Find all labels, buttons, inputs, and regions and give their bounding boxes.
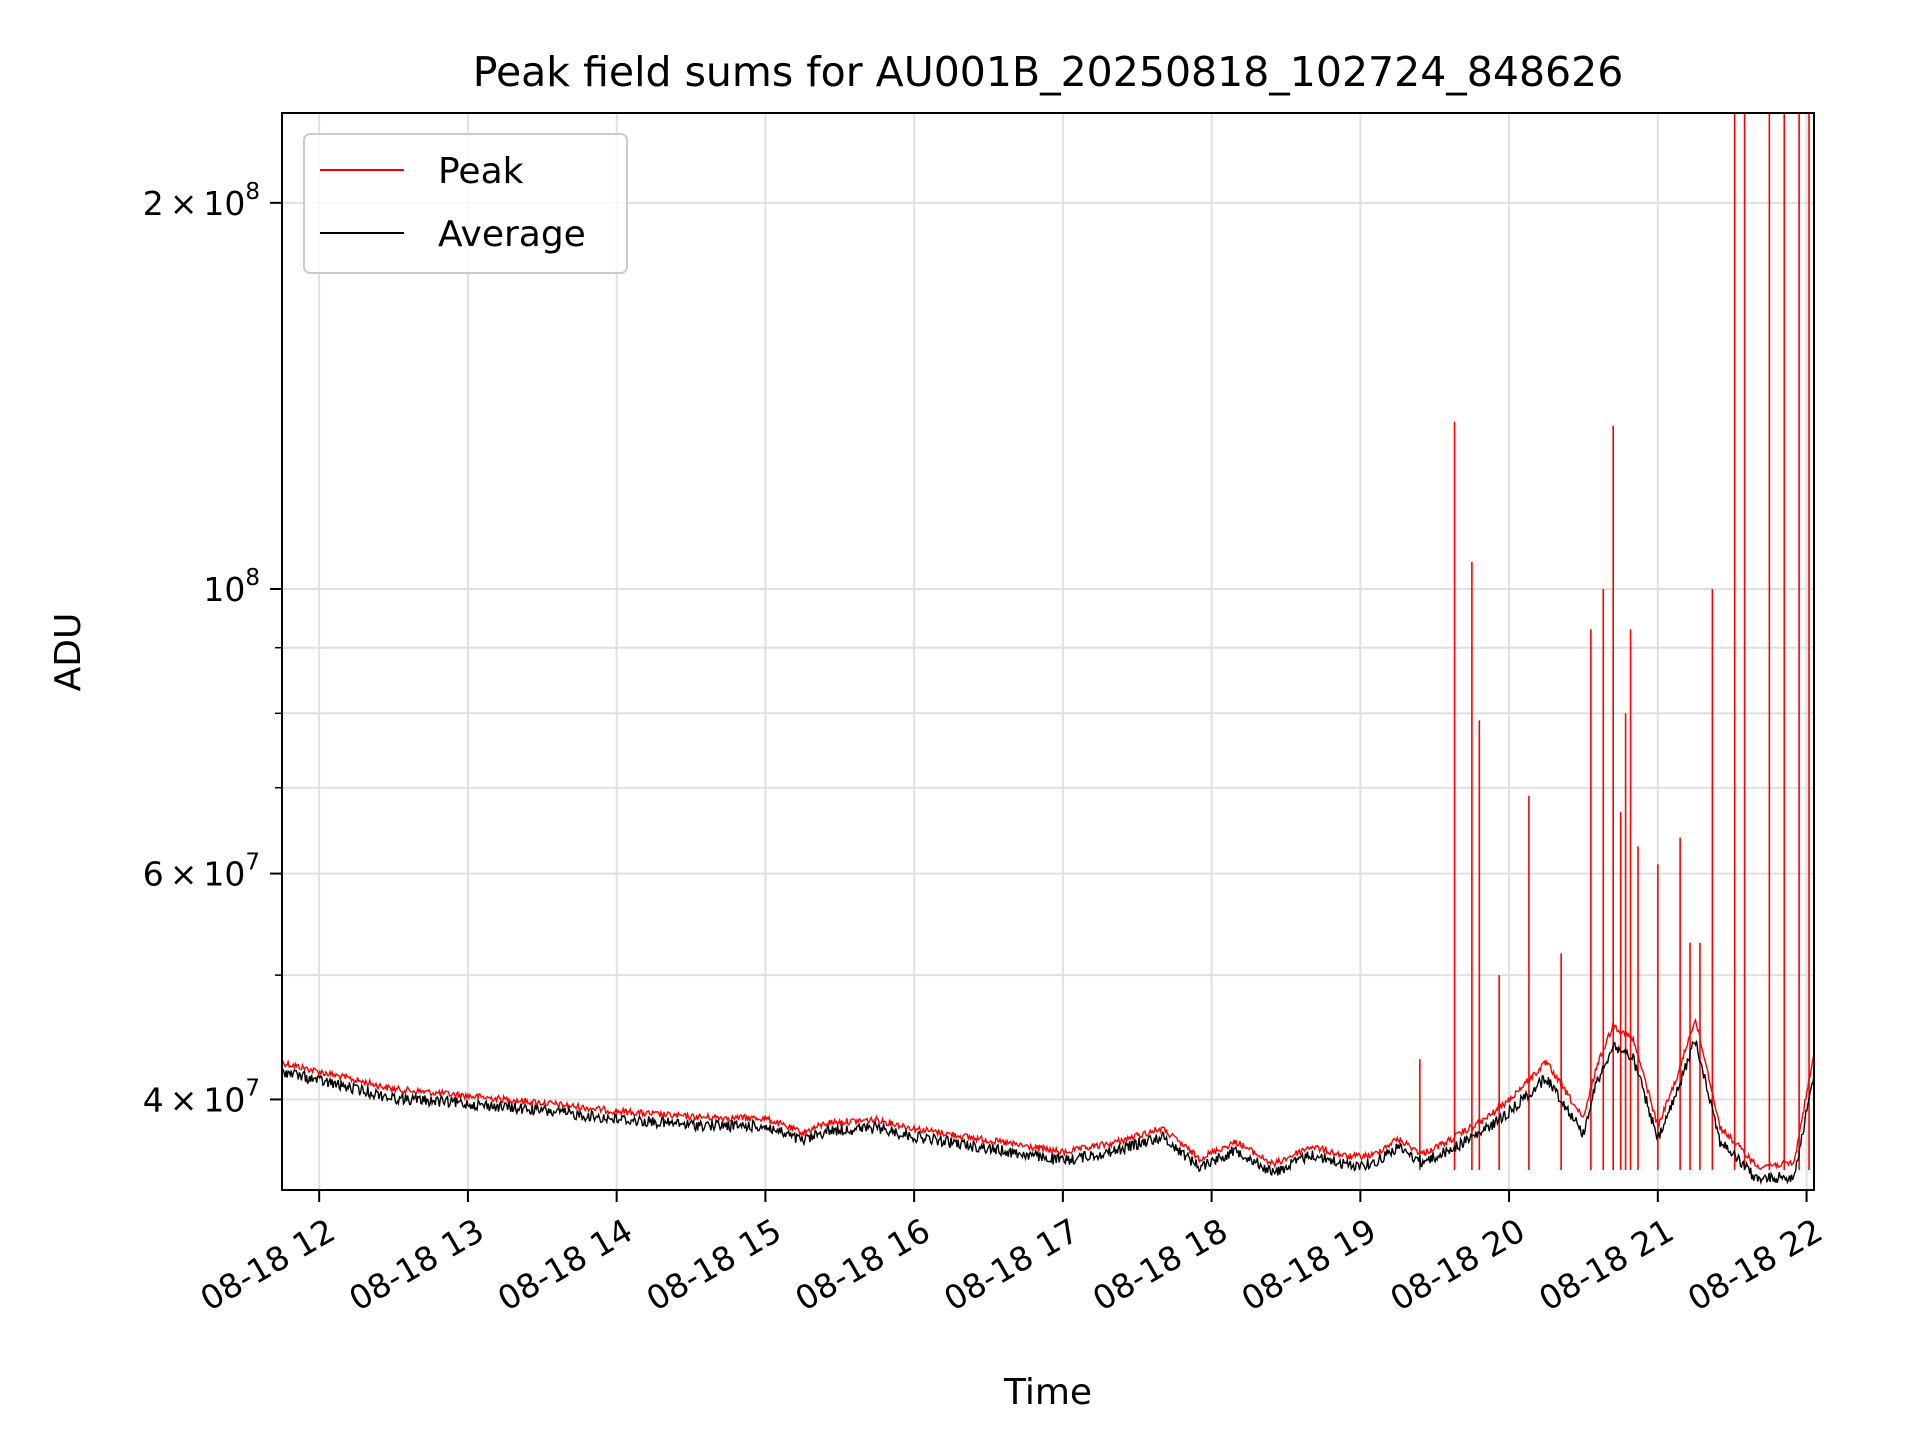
legend-box [303, 133, 628, 274]
y-tick-exponent: 7 [245, 850, 260, 876]
chart-title: Peak field sums for AU001B_20250818_1027… [473, 48, 1624, 96]
series-peak [282, 113, 1814, 1171]
y-tick-base: 2 [143, 184, 164, 223]
y-tick-base: 4 [143, 1080, 164, 1119]
y-tick-ten: 10 [203, 855, 245, 894]
y-tick-times: × [170, 184, 198, 223]
grid-layer [282, 113, 1814, 1190]
y-tick-ten: 10 [203, 1080, 245, 1119]
y-axis-label: ADU [48, 613, 89, 692]
y-tick-times: × [170, 855, 198, 894]
y-tick-exponent: 8 [245, 179, 260, 205]
y-tick-base: 6 [143, 855, 164, 894]
y-tick-label: 2 × 108 [143, 179, 260, 223]
y-tick-ten: 10 [203, 184, 245, 223]
legend: Peak Average [303, 133, 628, 274]
series-layer [282, 113, 1814, 1186]
plot-frame [281, 112, 1815, 1191]
series-average [282, 1040, 1814, 1186]
y-tick-times: × [170, 1080, 198, 1119]
series-line-average [282, 1040, 1814, 1186]
y-tick-label: 6 × 107 [143, 850, 260, 894]
legend-label-peak: Peak [438, 151, 524, 192]
x-axis-label: Time [1003, 1372, 1092, 1413]
y-tick-exponent: 7 [245, 1075, 260, 1101]
y-tick-label: 108 [203, 565, 260, 609]
y-tick-label: 4 × 107 [143, 1075, 260, 1119]
y-tick-ten: 10 [203, 570, 245, 609]
legend-label-average: Average [438, 214, 586, 255]
series-line-peak [282, 1017, 1814, 1171]
y-tick-exponent: 8 [245, 565, 260, 591]
